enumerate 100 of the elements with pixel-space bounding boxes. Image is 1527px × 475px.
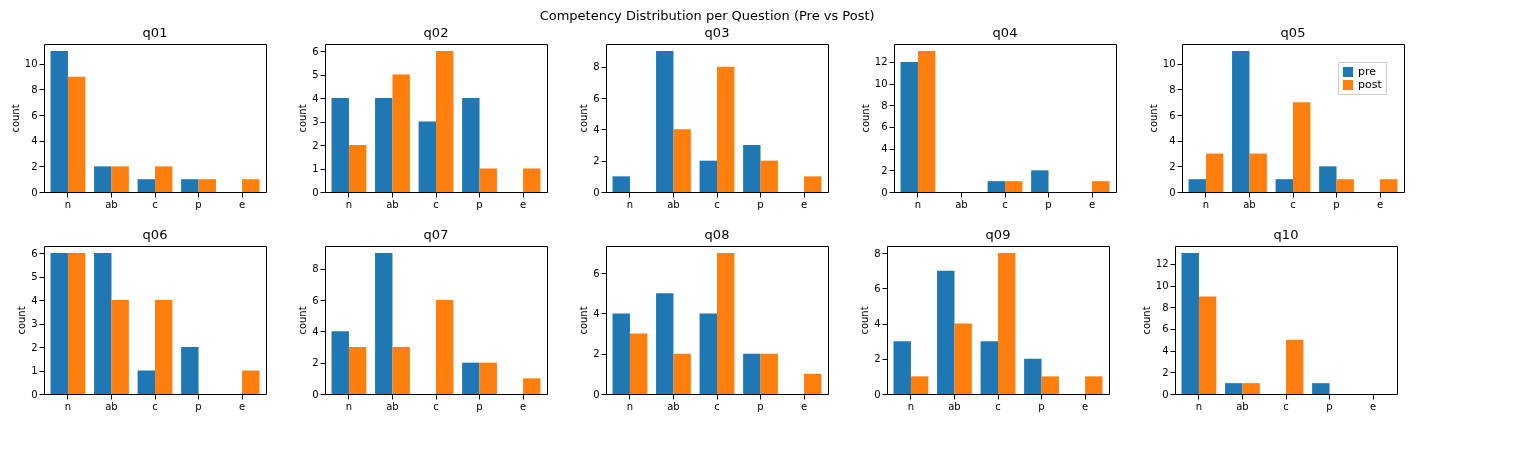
y-tick-label: 10: [1155, 280, 1169, 292]
y-tick-label: 6: [1169, 109, 1176, 121]
y-tick-label: 10: [874, 78, 888, 90]
bar: [181, 347, 199, 394]
chart-title: q04: [992, 25, 1018, 40]
y-axis-title: count: [578, 104, 590, 133]
x-tick-label: n: [626, 198, 634, 210]
y-tick-label: 2: [312, 139, 319, 151]
y-axis-title: count: [859, 306, 871, 335]
x-tick-label: e: [800, 400, 808, 412]
y-tick-label: 0: [1169, 186, 1176, 198]
y-axis-title: count: [16, 306, 28, 335]
bar: [50, 253, 68, 394]
bar: [375, 253, 393, 394]
y-tick-label: 0: [312, 186, 319, 198]
x-tick-label: ab: [667, 400, 680, 412]
x-tick-label: c: [1002, 198, 1008, 210]
x-tick-label: e: [1369, 400, 1377, 412]
y-tick-label: 1: [312, 163, 319, 175]
bar: [1188, 179, 1206, 192]
bar: [760, 160, 778, 192]
bar: [94, 253, 112, 394]
y-tick-label: 4: [874, 318, 881, 330]
bar: [348, 145, 367, 192]
x-tick-label: p: [757, 198, 764, 210]
y-tick-label: 8: [1162, 301, 1169, 313]
y-axis-title: count: [1140, 306, 1152, 335]
y-tick-label: 6: [312, 45, 319, 57]
x-tick-label: n: [1202, 198, 1210, 210]
x-tick-label: ab: [386, 198, 399, 210]
x-tick-label: ab: [105, 400, 118, 412]
x-tick-label: p: [1326, 400, 1333, 412]
bar: [1312, 383, 1330, 394]
bar: [804, 373, 822, 394]
bar: [392, 347, 410, 394]
bar: [198, 179, 216, 192]
bar: [1232, 51, 1250, 192]
x-tick-label: ab: [955, 198, 968, 210]
x-tick-label: c: [152, 400, 158, 412]
bar: [111, 166, 129, 192]
x-tick-label: c: [714, 198, 720, 210]
bar: [717, 253, 735, 394]
bar: [137, 370, 155, 394]
bar: [1085, 376, 1103, 394]
bar: [673, 129, 691, 192]
y-tick-label: 12: [1155, 258, 1169, 270]
bar: [804, 176, 822, 192]
bar: [462, 362, 480, 394]
bar: [479, 168, 497, 192]
y-tick-label: 1: [31, 365, 38, 377]
x-tick-label: p: [1038, 400, 1045, 412]
bar: [348, 347, 367, 394]
y-tick-label: 0: [1162, 388, 1169, 400]
chart-title: q07: [423, 227, 449, 242]
chart-title: q03: [704, 25, 730, 40]
y-tick-label: 0: [312, 388, 319, 400]
bar: [436, 300, 454, 394]
y-tick-label: 10: [24, 58, 38, 70]
x-tick-label: p: [195, 198, 202, 210]
y-tick-label: 6: [881, 121, 888, 133]
text: Competency Distribution per Question (Pre vs Post): [539, 7, 875, 23]
bar: [155, 166, 173, 192]
x-tick-label: n: [345, 400, 353, 412]
y-tick-label: 6: [593, 92, 600, 104]
y-axis-title: count: [297, 104, 309, 133]
x-tick-label: c: [1283, 400, 1289, 412]
y-tick-label: 2: [881, 164, 888, 176]
bar: [987, 181, 1005, 192]
x-tick-label: c: [995, 400, 1001, 412]
bar: [998, 253, 1016, 394]
y-tick-label: 0: [593, 186, 600, 198]
y-tick-label: 8: [312, 263, 319, 275]
bar: [612, 176, 630, 192]
chart-title: q10: [1273, 227, 1299, 242]
bar: [1024, 358, 1042, 394]
chart-title: q06: [142, 227, 168, 242]
y-tick-label: 0: [874, 388, 881, 400]
bar: [1041, 376, 1059, 394]
bar: [1319, 166, 1337, 192]
x-tick-label: e: [1081, 400, 1089, 412]
x-tick-label: p: [1333, 198, 1340, 210]
x-tick-label: ab: [1243, 198, 1256, 210]
x-tick-label: p: [476, 198, 483, 210]
x-tick-label: c: [152, 198, 158, 210]
bar: [717, 66, 735, 192]
x-tick-label: p: [476, 400, 483, 412]
bar: [479, 362, 497, 394]
y-tick-label: 4: [31, 294, 38, 306]
x-tick-label: c: [433, 198, 439, 210]
bar: [1181, 253, 1199, 394]
bar: [673, 353, 691, 394]
y-tick-label: 4: [312, 92, 319, 104]
y-tick-label: 4: [31, 135, 38, 147]
x-tick-label: n: [626, 400, 634, 412]
bar: [1092, 181, 1110, 192]
bar: [523, 168, 541, 192]
legend-label: pre: [1358, 65, 1377, 78]
x-tick-label: ab: [386, 400, 399, 412]
x-tick-label: c: [714, 400, 720, 412]
bar: [937, 270, 955, 394]
